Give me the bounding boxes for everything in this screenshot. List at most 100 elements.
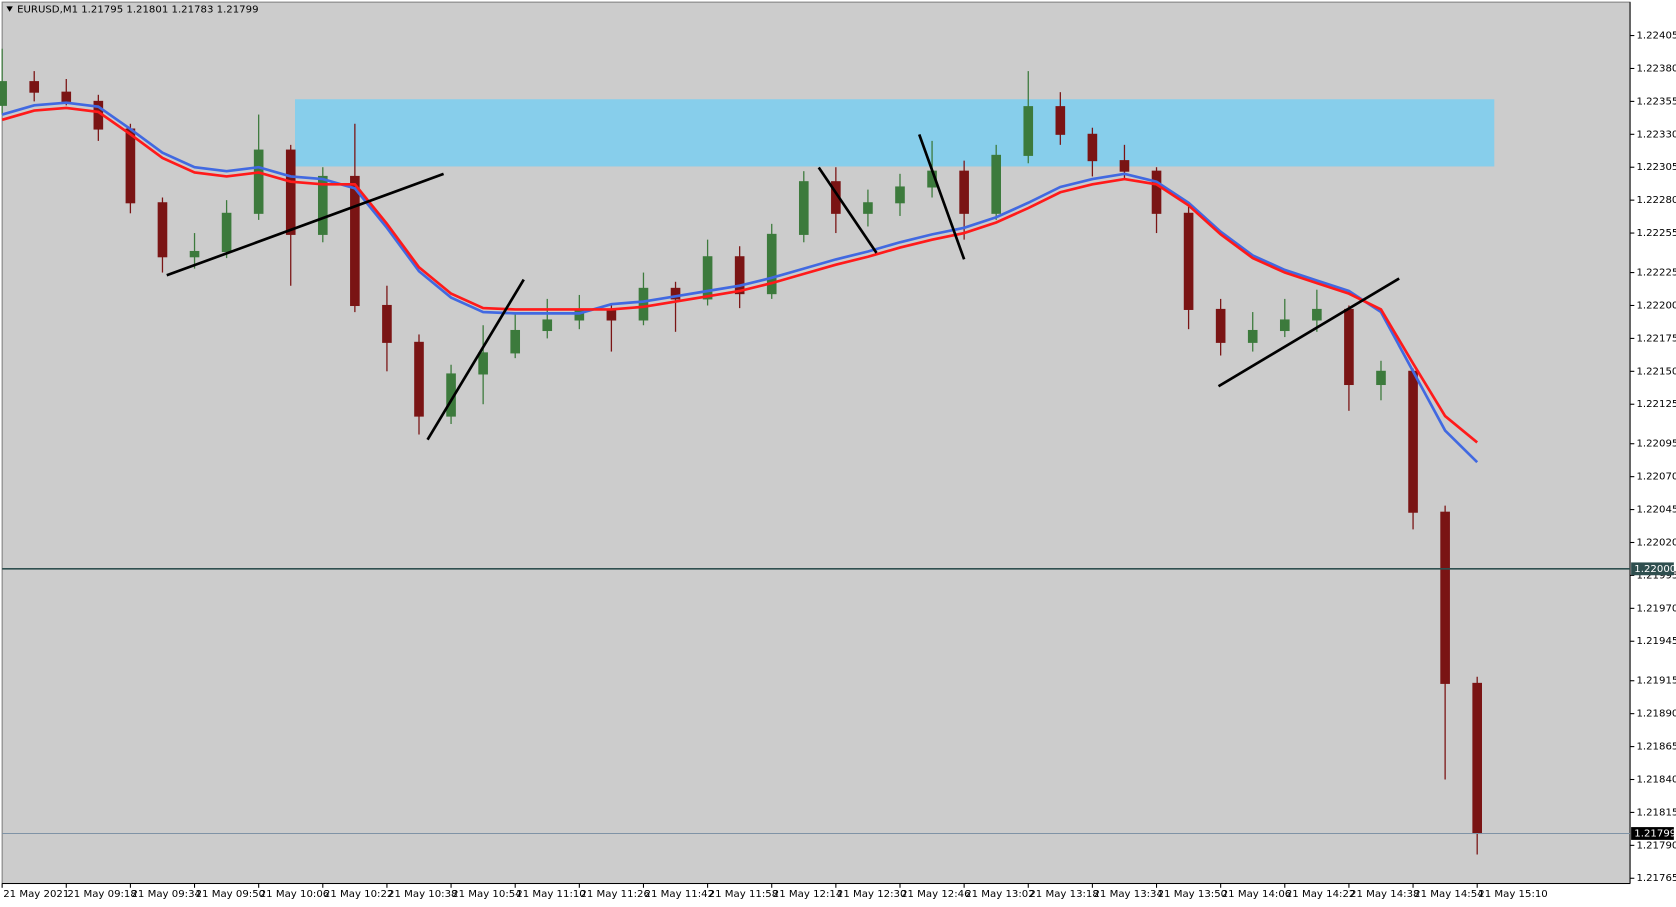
x-tick-label: 21 May 11:42 (645, 889, 714, 900)
y-tick-label: 1.22355 (1636, 96, 1676, 107)
y-tick-label: 1.22175 (1636, 333, 1676, 344)
candle-body (798, 181, 809, 235)
y-tick-label: 1.22225 (1636, 268, 1676, 279)
level-label-box (1631, 827, 1674, 840)
marks (0, 48, 1482, 855)
candle-body (1408, 370, 1418, 513)
candle-body (991, 154, 1002, 214)
candle-body (61, 91, 72, 102)
y-tick-label: 1.22200 (1636, 300, 1676, 311)
y-tick-label: 1.22255 (1636, 228, 1676, 239)
candle-body (382, 304, 392, 343)
y-tick-label: 1.22305 (1636, 162, 1676, 173)
candle-body (253, 149, 264, 214)
x-tick-label: 21 May 10:22 (324, 889, 393, 900)
x-tick-label: 21 May 11:58 (709, 889, 778, 900)
y-tick-label: 1.22280 (1636, 195, 1676, 206)
level-label-box (1631, 562, 1674, 576)
x-tick-label: 21 May 09:18 (67, 889, 136, 900)
y-tick-label: 1.21765 (1636, 873, 1676, 884)
candle-body (1055, 106, 1066, 135)
candle-body (1023, 106, 1034, 156)
x-tick-label: 21 May 10:38 (388, 889, 457, 900)
trend-line (917, 133, 966, 260)
candle-body (959, 170, 969, 214)
x-tick-label: 21 May 10:06 (260, 889, 329, 900)
candle-body (1376, 370, 1386, 386)
x-tick-label: 21 May 2021 (3, 889, 69, 900)
level-label: 1.22000 (1634, 564, 1676, 575)
y-tick-label: 1.21790 (1636, 840, 1676, 851)
menu-arrow[interactable] (6, 6, 13, 12)
y-tick-label: 1.22070 (1636, 472, 1676, 483)
candle-body (510, 329, 521, 354)
y-tick-label: 1.21945 (1636, 636, 1676, 647)
candle-body (1472, 682, 1482, 835)
candle-body (1087, 133, 1098, 162)
candle-body (1247, 329, 1258, 343)
candle-body (0, 81, 7, 106)
candle-body (1279, 319, 1290, 332)
candle-body (542, 319, 553, 332)
candle-body (606, 308, 617, 321)
x-tick-label: 21 May 13:18 (1029, 889, 1098, 900)
x-tick-label: 21 May 13:34 (1093, 889, 1162, 900)
y-tick-label: 1.21915 (1636, 676, 1676, 687)
y-tick-label: 1.22095 (1636, 439, 1676, 450)
trend-line (426, 278, 525, 441)
trend-line (1217, 277, 1400, 388)
candle-body (189, 250, 200, 258)
trend-lines (166, 133, 1400, 441)
x-tick-label: 21 May 11:26 (580, 889, 649, 900)
x-tick-label: 21 May 14:38 (1350, 889, 1419, 900)
x-tick-label: 21 May 12:46 (901, 889, 970, 900)
y-tick-label: 1.22125 (1636, 399, 1676, 410)
trend-line (166, 172, 445, 277)
candle-body (125, 128, 136, 204)
candle-body (863, 202, 873, 214)
y-tick-label: 1.21865 (1636, 742, 1676, 753)
candle-body (157, 202, 168, 258)
x-tick-label: 21 May 15:10 (1478, 889, 1547, 900)
y-tick-label: 1.21970 (1636, 603, 1676, 614)
candle-body (29, 81, 40, 93)
candle-body (895, 186, 905, 204)
candle-body (221, 212, 232, 253)
x-tick-label: 21 May 09:34 (131, 889, 200, 900)
candle-body (1183, 212, 1194, 310)
candle-body (1215, 308, 1226, 343)
y-tick-label: 1.22150 (1636, 366, 1676, 377)
x-tick-label: 21 May 12:14 (773, 889, 842, 900)
y-tick-label: 1.21995 (1636, 570, 1676, 581)
x-tick-label: 21 May 14:06 (1222, 889, 1291, 900)
y-tick-label: 1.21890 (1636, 709, 1676, 720)
candle-body (1119, 160, 1130, 172)
candle-body (317, 175, 328, 235)
x-tick-label: 21 May 12:30 (837, 889, 906, 900)
level-label: 1.21799 (1634, 828, 1676, 839)
x-tick-label: 21 May 11:10 (516, 889, 585, 900)
chart-title: EURUSD,M1 1.21795 1.21801 1.21783 1.2179… (17, 5, 258, 16)
candle-body (285, 149, 296, 235)
zone (295, 99, 1495, 167)
candle-body (414, 341, 424, 417)
y-tick-label: 1.22330 (1636, 129, 1676, 140)
candle-body (1440, 511, 1450, 684)
x-tick-label: 21 May 09:50 (196, 889, 265, 900)
candle-body (638, 287, 649, 321)
x-tick-label: 21 May 10:54 (452, 889, 521, 900)
moving-average (1, 106, 1479, 444)
candle-body (702, 256, 713, 300)
x-tick-label: 21 May 13:50 (1158, 889, 1227, 900)
trend-line (817, 166, 878, 254)
candle-body (1344, 308, 1354, 386)
candle-body (478, 352, 488, 375)
x-tick-label: 21 May 13:02 (965, 889, 1034, 900)
candle-body (766, 233, 777, 295)
moving-average (1, 101, 1479, 464)
x-tick-label: 21 May 14:22 (1286, 889, 1355, 900)
y-tick-label: 1.21840 (1636, 775, 1676, 786)
y-tick-label: 1.22405 (1636, 31, 1676, 42)
candle-body (350, 175, 360, 307)
